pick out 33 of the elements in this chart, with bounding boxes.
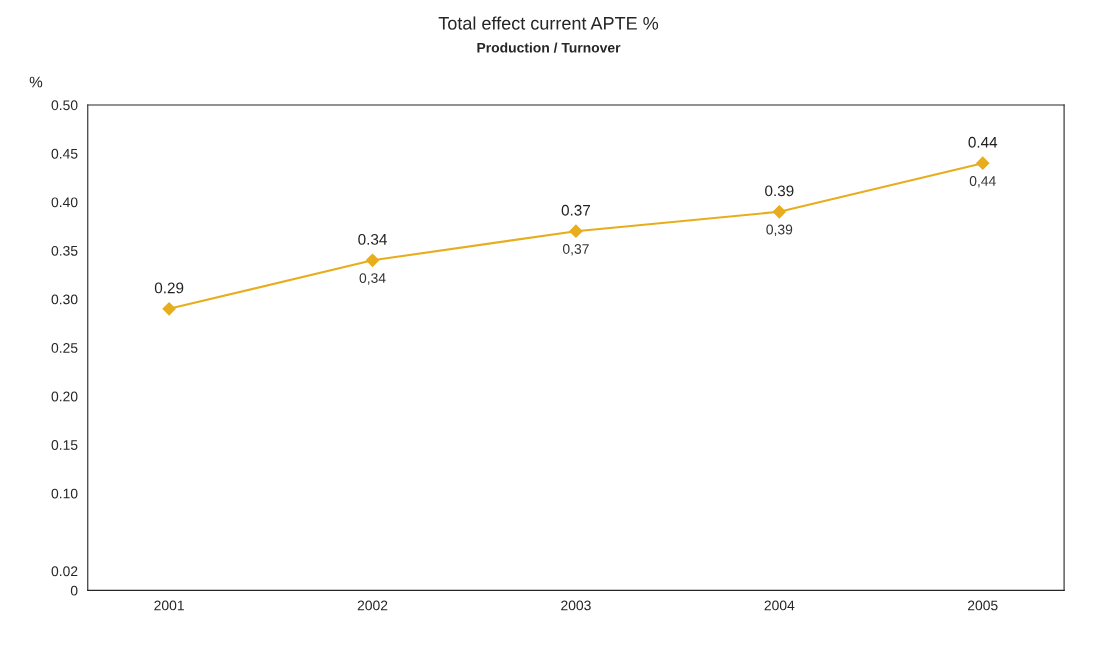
chart-subtitle: Production / Turnover (477, 42, 621, 53)
y-tick-label: 0.25 (51, 343, 78, 353)
annotation: 0,37 (562, 244, 589, 256)
y-tick-label: 0 (70, 585, 78, 596)
data-label: 0.44 (968, 136, 998, 148)
x-tick-label: 2002 (357, 600, 388, 611)
y-tick-label: 0.15 (51, 440, 78, 450)
y-tick-label: 0.35 (51, 245, 78, 256)
annotation: 0,39 (766, 224, 793, 237)
y-tick-label: 0.02 (51, 566, 78, 577)
point (772, 205, 786, 219)
y-tick-label: 0.40 (51, 197, 78, 208)
point (365, 253, 380, 267)
data-label: 0.37 (561, 204, 591, 216)
y-tick-label: 0.20 (51, 391, 78, 402)
y-tick-label: 0.50 (51, 100, 78, 111)
y-tick-label: 0.45 (51, 148, 78, 159)
data-label: 0.39 (765, 185, 794, 197)
point (976, 156, 990, 170)
point (569, 224, 583, 238)
data-label: 0.29 (154, 282, 184, 294)
x-tick-label: 2005 (967, 600, 998, 611)
point (162, 302, 176, 316)
y-tick-label: 0.30 (51, 294, 78, 305)
annotation: 0,34 (359, 273, 386, 285)
x-tick-label: 2001 (154, 600, 184, 611)
data-label: 0.34 (358, 233, 387, 245)
y-tick-label: 0.10 (51, 488, 78, 499)
chart-title: Total effect current APTE % (438, 16, 659, 30)
x-tick-label: 2003 (561, 600, 591, 611)
x-tick-label: 2004 (764, 600, 795, 611)
annotation: 0,44 (969, 176, 996, 188)
y-axis-title: % (29, 76, 43, 88)
